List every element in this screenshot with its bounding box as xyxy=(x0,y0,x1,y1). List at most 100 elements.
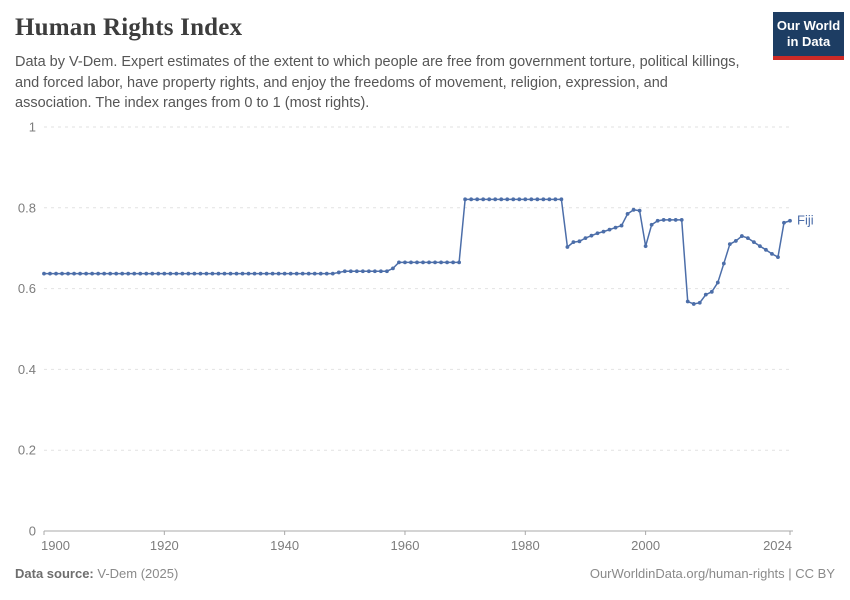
data-point[interactable] xyxy=(96,271,101,276)
data-point[interactable] xyxy=(451,260,455,265)
data-point[interactable] xyxy=(168,271,173,276)
data-point[interactable] xyxy=(427,260,431,265)
data-point[interactable] xyxy=(607,227,612,232)
data-point[interactable] xyxy=(240,271,245,276)
data-point[interactable] xyxy=(403,260,407,265)
data-point[interactable] xyxy=(571,240,576,245)
data-point[interactable] xyxy=(300,271,305,276)
data-point[interactable] xyxy=(481,197,486,202)
data-point[interactable] xyxy=(366,269,371,274)
data-point[interactable] xyxy=(348,269,353,274)
data-point[interactable] xyxy=(643,244,648,249)
data-point[interactable] xyxy=(589,233,594,238)
data-point[interactable] xyxy=(541,197,546,202)
data-point[interactable] xyxy=(613,225,618,230)
data-point[interactable] xyxy=(595,231,600,236)
data-point[interactable] xyxy=(258,271,263,276)
data-point[interactable] xyxy=(288,271,293,276)
data-point[interactable] xyxy=(764,247,768,252)
data-point[interactable] xyxy=(517,197,522,202)
data-point[interactable] xyxy=(631,207,636,212)
data-point[interactable] xyxy=(457,260,462,265)
data-point[interactable] xyxy=(601,229,606,234)
data-point[interactable] xyxy=(505,197,510,202)
data-point[interactable] xyxy=(469,197,474,202)
data-point[interactable] xyxy=(727,242,732,247)
data-point[interactable] xyxy=(162,271,167,276)
data-point[interactable] xyxy=(60,271,64,276)
data-point[interactable] xyxy=(120,271,125,276)
data-point[interactable] xyxy=(180,271,185,276)
data-point[interactable] xyxy=(102,271,107,276)
data-point[interactable] xyxy=(150,271,155,276)
data-point[interactable] xyxy=(439,260,443,265)
series-points[interactable] xyxy=(42,197,792,306)
data-point[interactable] xyxy=(354,269,359,274)
data-point[interactable] xyxy=(90,271,95,276)
data-point[interactable] xyxy=(276,271,281,276)
data-point[interactable] xyxy=(54,271,58,276)
data-point[interactable] xyxy=(691,302,696,306)
data-point[interactable] xyxy=(637,208,642,213)
data-point[interactable] xyxy=(126,271,131,276)
data-point[interactable] xyxy=(445,260,449,265)
data-point[interactable] xyxy=(703,292,708,297)
data-point[interactable] xyxy=(475,197,480,202)
data-point[interactable] xyxy=(78,271,82,276)
data-point[interactable] xyxy=(709,289,714,294)
data-point[interactable] xyxy=(739,234,744,238)
data-point[interactable] xyxy=(583,236,588,241)
data-point[interactable] xyxy=(330,271,335,276)
data-point[interactable] xyxy=(210,271,215,276)
data-point[interactable] xyxy=(625,211,630,216)
data-point[interactable] xyxy=(198,271,203,276)
data-point[interactable] xyxy=(48,271,52,276)
data-point[interactable] xyxy=(42,271,46,276)
data-point[interactable] xyxy=(529,197,534,202)
data-point[interactable] xyxy=(282,271,287,276)
data-point[interactable] xyxy=(655,218,660,223)
data-point[interactable] xyxy=(415,260,419,265)
data-point[interactable] xyxy=(523,197,528,202)
data-point[interactable] xyxy=(649,222,654,227)
data-point[interactable] xyxy=(385,269,389,274)
data-point[interactable] xyxy=(138,271,143,276)
data-point[interactable] xyxy=(559,197,564,202)
data-point[interactable] xyxy=(66,271,70,276)
data-point[interactable] xyxy=(192,271,197,276)
data-point[interactable] xyxy=(577,239,582,244)
data-point[interactable] xyxy=(565,245,570,249)
data-point[interactable] xyxy=(264,271,269,276)
data-point[interactable] xyxy=(252,271,257,276)
data-point[interactable] xyxy=(673,218,678,222)
entity-label[interactable]: Fiji xyxy=(797,213,814,228)
data-point[interactable] xyxy=(294,271,299,276)
data-point[interactable] xyxy=(174,271,179,276)
data-point[interactable] xyxy=(234,271,239,276)
data-point[interactable] xyxy=(324,271,329,276)
data-point[interactable] xyxy=(493,197,498,202)
data-point[interactable] xyxy=(72,271,76,276)
data-point[interactable] xyxy=(535,197,540,202)
data-point[interactable] xyxy=(463,197,468,202)
data-point[interactable] xyxy=(372,269,377,274)
data-point[interactable] xyxy=(144,271,149,276)
data-point[interactable] xyxy=(721,261,726,266)
data-point[interactable] xyxy=(397,260,401,265)
data-point[interactable] xyxy=(270,271,275,276)
data-point[interactable] xyxy=(318,271,323,276)
data-point[interactable] xyxy=(186,271,191,276)
data-point[interactable] xyxy=(752,240,756,245)
data-point[interactable] xyxy=(667,218,672,222)
data-point[interactable] xyxy=(132,271,137,276)
data-point[interactable] xyxy=(788,218,792,223)
data-point[interactable] xyxy=(336,270,341,275)
data-point[interactable] xyxy=(156,271,161,276)
owid-logo[interactable]: Our World in Data xyxy=(773,12,844,60)
data-point[interactable] xyxy=(433,260,437,265)
data-point[interactable] xyxy=(421,260,425,265)
data-point[interactable] xyxy=(391,266,395,271)
data-point[interactable] xyxy=(204,271,209,276)
data-point[interactable] xyxy=(776,255,780,259)
